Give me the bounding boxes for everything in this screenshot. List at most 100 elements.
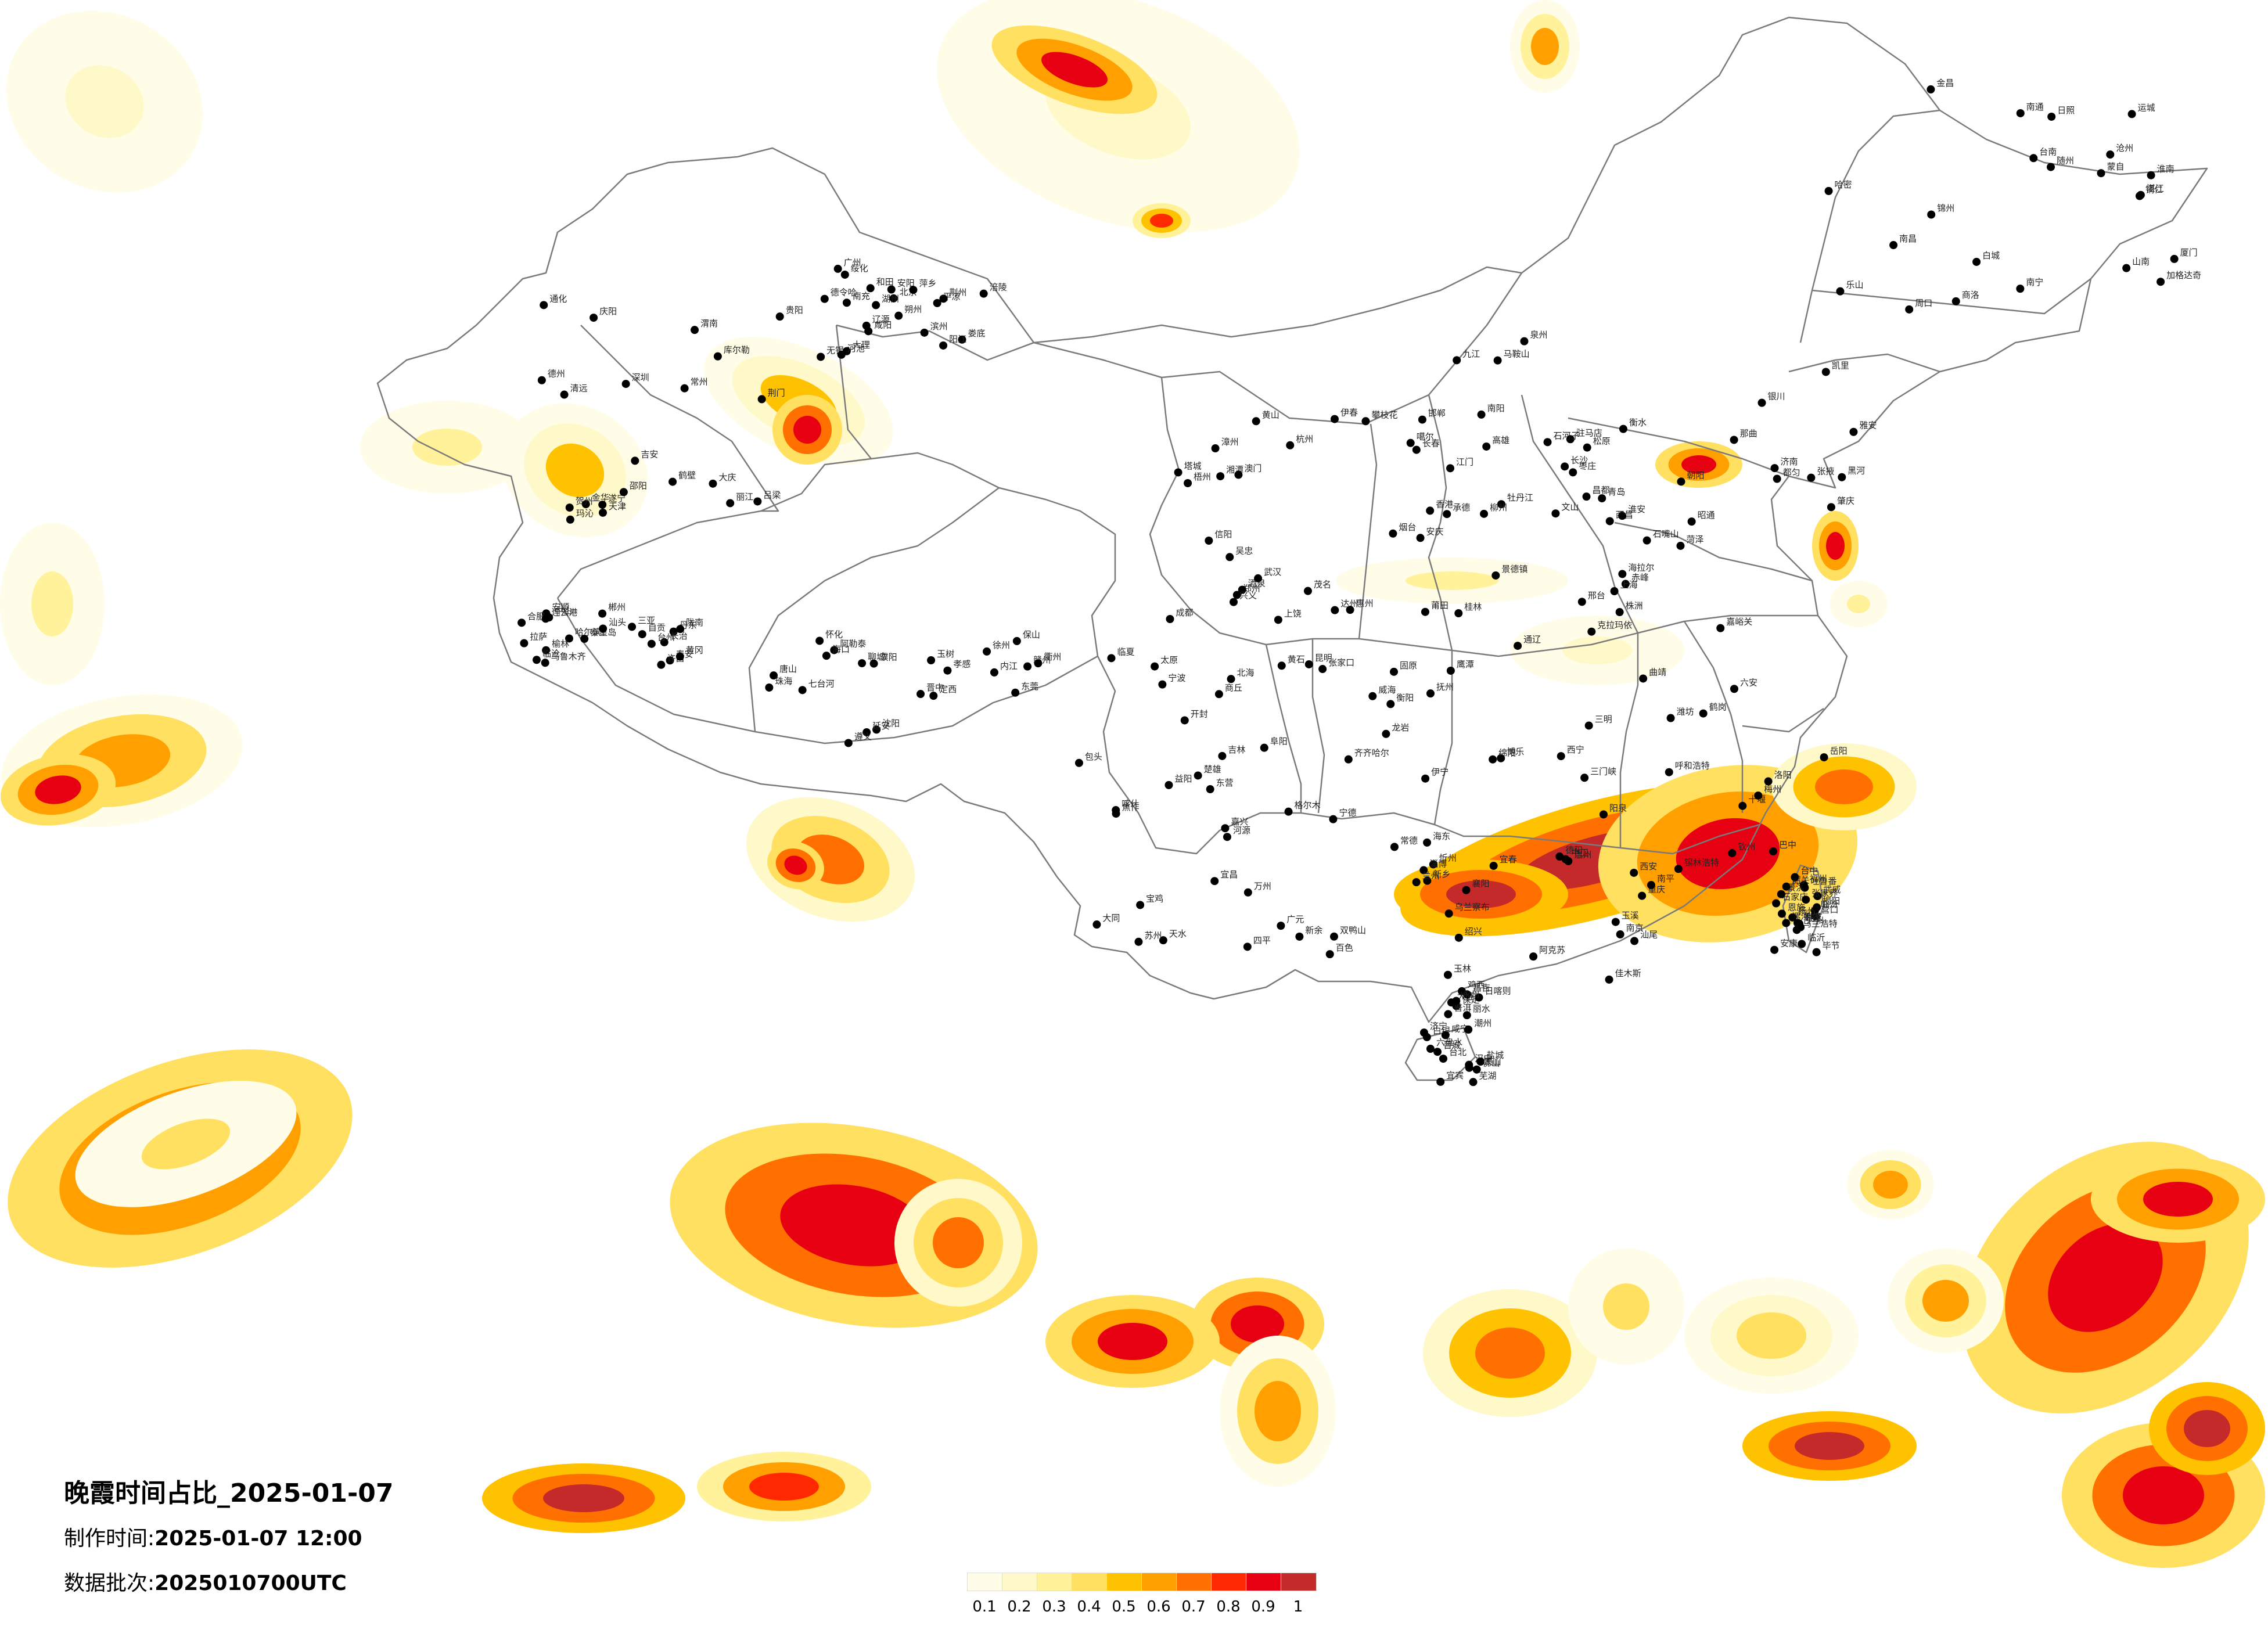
city-label: 伊宁 — [1431, 767, 1448, 778]
city-label: 天水 — [1169, 929, 1187, 939]
city-dot — [1412, 878, 1421, 887]
legend-tick-label: 0.8 — [1216, 1598, 1241, 1616]
city-dot — [1543, 438, 1552, 447]
city-dot — [1618, 570, 1627, 578]
city-label: 太原 — [1160, 655, 1178, 665]
city-dot — [943, 666, 952, 675]
city-marker: 遂宁 — [598, 493, 626, 509]
city-label: 鹤壁 — [678, 470, 696, 481]
city-marker: 赤峰 — [1621, 573, 1649, 588]
city-marker: 湛江 — [2136, 184, 2164, 199]
city-dot — [872, 301, 880, 310]
city-marker: 七台河 — [798, 678, 835, 695]
city-label: 巴中 — [1779, 840, 1796, 850]
city-dot — [713, 352, 722, 361]
city-label: 梅州 — [1764, 784, 1781, 794]
city-marker: 库尔勒 — [713, 345, 750, 361]
city-dot — [1798, 940, 1806, 948]
city-label: 张家口 — [1328, 657, 1354, 668]
city-dot — [1426, 689, 1435, 698]
city-dot — [1497, 754, 1505, 762]
city-marker: 张家口 — [1318, 657, 1354, 674]
city-marker: 南昌 — [1889, 233, 1917, 250]
city-marker: 德阳 — [1555, 845, 1583, 861]
city-label: 台州 — [657, 632, 675, 643]
city-label: 鹤岗 — [1709, 702, 1727, 713]
city-dot — [1164, 780, 1173, 789]
city-dot — [517, 618, 526, 627]
city-dot — [1605, 517, 1614, 526]
city-marker: 洛阳 — [1764, 770, 1792, 786]
city-marker: 博乐 — [1497, 747, 1524, 762]
city-label: 丽江 — [736, 491, 753, 502]
sunset-probability-area — [1681, 455, 1716, 474]
city-marker: 淄博 — [1419, 858, 1447, 875]
city-label: 通辽 — [1523, 634, 1541, 645]
city-label: 郑州 — [1243, 583, 1260, 593]
city-label: 营口 — [1821, 905, 1838, 915]
city-dot — [1849, 427, 1858, 436]
city-dot — [1564, 857, 1573, 865]
city-label: 河源 — [1233, 825, 1250, 836]
city-marker: 岳阳 — [1820, 746, 1848, 762]
city-dot — [1243, 942, 1252, 951]
city-dot — [1812, 948, 1821, 956]
city-dot — [1023, 662, 1032, 671]
city-dot — [837, 350, 846, 359]
city-marker: 淮南 — [2147, 164, 2174, 179]
city-marker: 淮安 — [1618, 504, 1645, 520]
city-label: 松原 — [1593, 436, 1611, 447]
city-dot — [619, 488, 628, 497]
legend-tick-label: 0.7 — [1181, 1598, 1206, 1616]
city-dot — [1793, 919, 1802, 927]
city-marker: 东营 — [1206, 778, 1234, 794]
city-label: 张家界 — [1811, 888, 1838, 898]
city-label: 临沧 — [542, 648, 560, 659]
city-label: 忻州 — [1439, 852, 1457, 863]
city-dot — [1436, 1077, 1445, 1086]
city-dot — [537, 376, 546, 384]
city-marker: 莆田 — [1421, 600, 1448, 616]
city-label: 昆明 — [1315, 653, 1332, 663]
province-border — [1433, 650, 1453, 825]
city-dot — [1465, 1060, 1473, 1069]
sunset-probability-area — [1231, 1305, 1284, 1343]
city-label: 随州 — [2057, 156, 2074, 166]
sunset-probability-area — [749, 1473, 819, 1501]
city-dot — [1234, 470, 1243, 479]
city-dot — [1277, 922, 1285, 930]
city-dot — [1318, 665, 1327, 674]
city-dot — [1469, 1078, 1478, 1087]
city-marker: 克拉玛依 — [1587, 620, 1632, 636]
legend-tick-label: 1 — [1293, 1598, 1303, 1616]
city-dot — [1368, 692, 1377, 700]
city-label: 咸宁 — [1451, 1024, 1469, 1034]
city-label: 哈尔滨 — [575, 627, 601, 637]
city-label: 锡林浩特 — [1684, 857, 1719, 868]
city-label: 都匀 — [1783, 467, 1800, 478]
city-label: 毕节 — [1823, 941, 1840, 951]
city-marker: 新余 — [1295, 925, 1322, 941]
city-marker: 渭南 — [691, 318, 718, 334]
city-label: 攀枝花 — [1371, 409, 1397, 420]
city-marker: 唐山 — [770, 664, 797, 680]
city-marker: 阜阳 — [1260, 736, 1288, 752]
city-label: 济南 — [1781, 456, 1798, 467]
city-dot — [1238, 585, 1246, 594]
sunset-probability-area — [793, 416, 821, 444]
city-dot — [1406, 438, 1415, 447]
city-label: 常德 — [1400, 835, 1418, 846]
sunset-probability-area — [1255, 1381, 1301, 1441]
city-marker: 兴义 — [1229, 591, 1257, 606]
city-marker: 加格达奇 — [2156, 270, 2201, 286]
city-dot — [666, 656, 674, 665]
city-label: 南昌 — [1899, 233, 1917, 244]
sunset-probability-area — [35, 775, 81, 804]
sunset-probability-area — [1098, 1323, 1167, 1360]
city-dot — [1730, 685, 1738, 693]
city-label: 黄石 — [1288, 654, 1305, 664]
city-label: 郴州 — [608, 602, 626, 613]
legend-swatch — [1211, 1573, 1247, 1591]
city-label: 吉林 — [1228, 744, 1245, 755]
city-marker: 澳门 — [1234, 463, 1261, 479]
